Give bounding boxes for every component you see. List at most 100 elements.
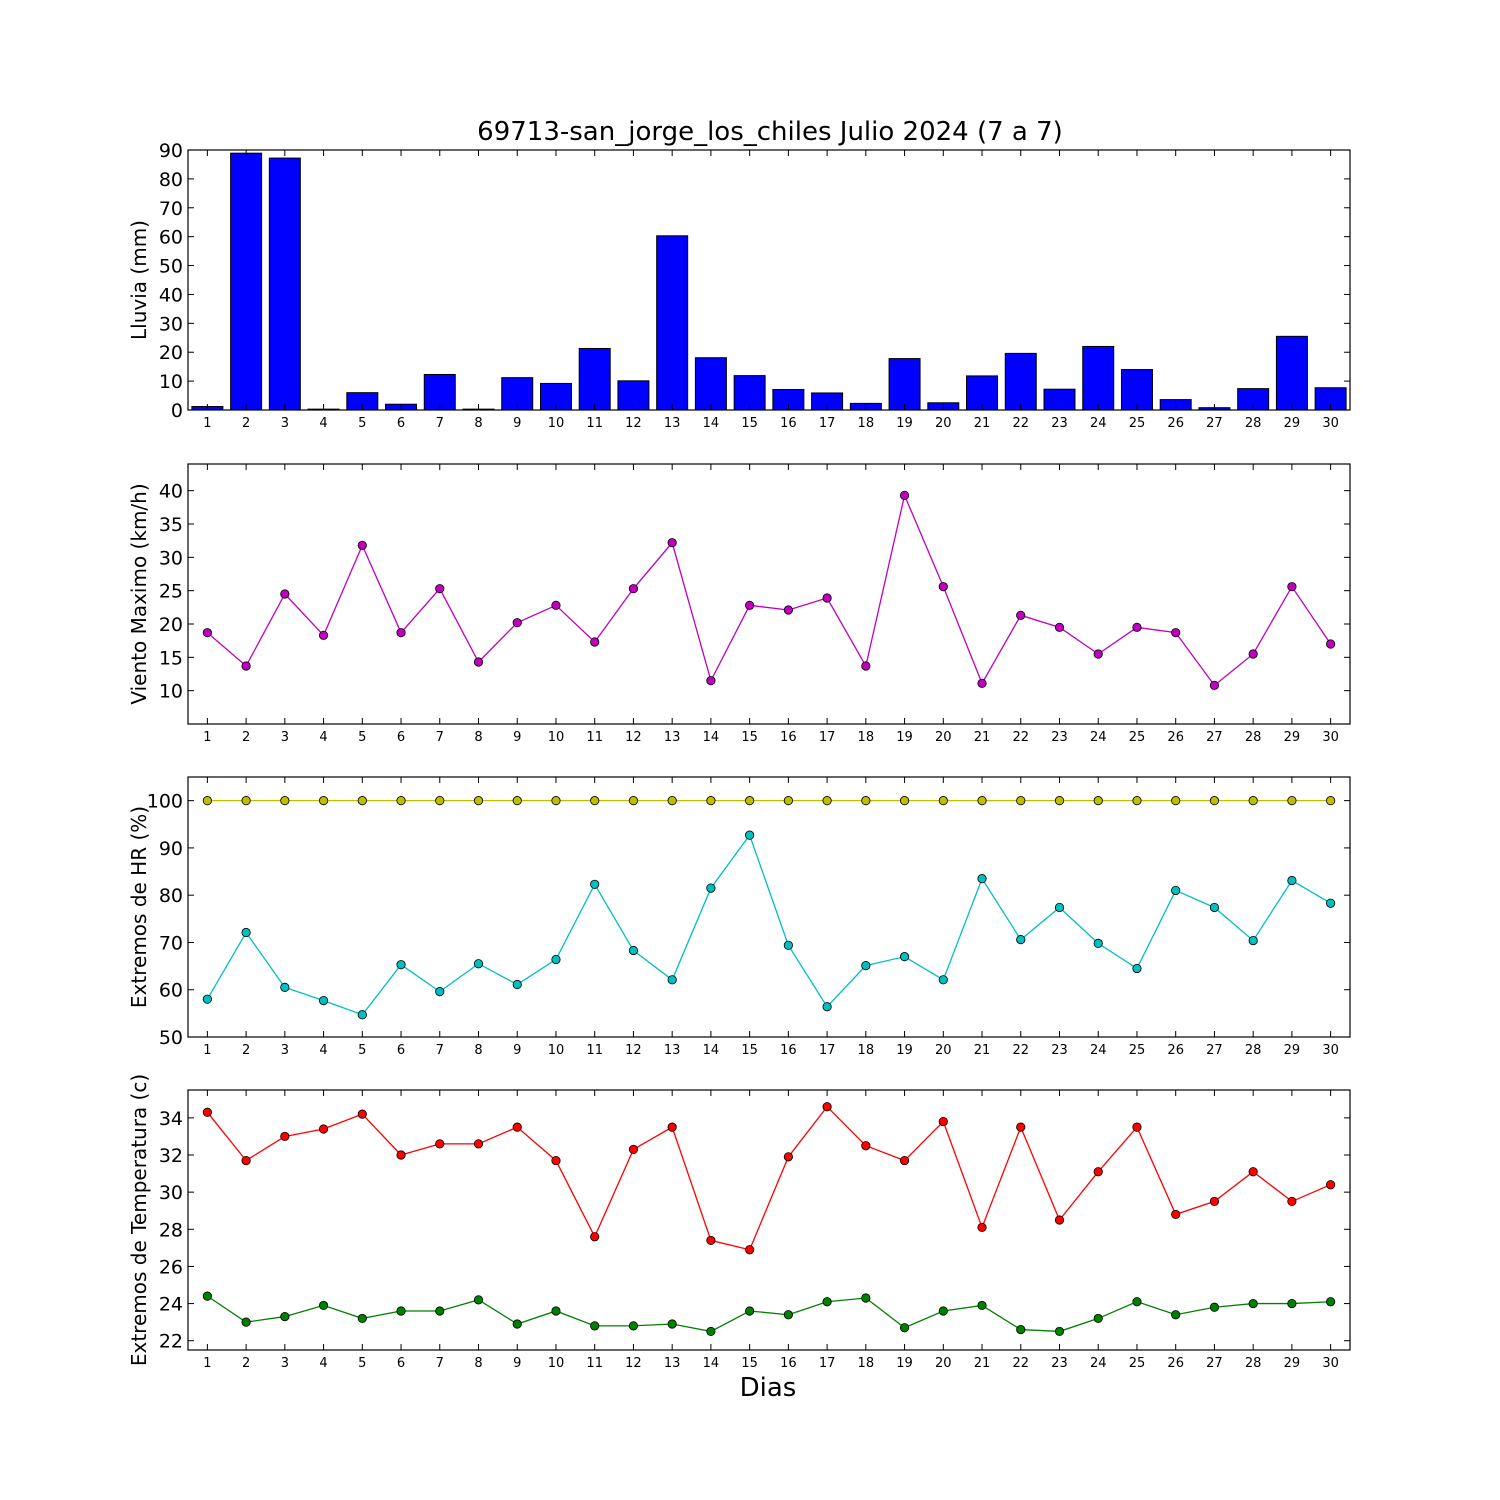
data-point (512, 1122, 522, 1132)
data-point (938, 1116, 948, 1127)
y-tick-label: 25 (159, 581, 183, 603)
x-tick-label: 21 (974, 730, 991, 745)
x-tick-label: 11 (586, 1043, 603, 1058)
data-point (1171, 885, 1181, 896)
data-point (396, 796, 406, 806)
x-tick-label: 9 (513, 1043, 521, 1058)
x-tick-label: 28 (1245, 1356, 1262, 1371)
data-point (1209, 1302, 1220, 1312)
data-point (822, 1297, 832, 1307)
x-tick-label: 25 (1129, 730, 1146, 745)
data-point (202, 994, 212, 1004)
x-tick-label: 17 (819, 416, 836, 431)
data-point (241, 927, 251, 938)
data-point (977, 678, 987, 688)
x-tick-label: 3 (281, 1356, 289, 1371)
x-tick-label: 27 (1206, 416, 1223, 431)
x-tick-label: 7 (436, 1043, 444, 1058)
data-point (202, 796, 212, 806)
plot-frame (187, 463, 1351, 725)
data-point (1171, 628, 1181, 638)
data-point (435, 987, 445, 997)
data-point (1287, 796, 1297, 806)
data-point (357, 796, 367, 806)
bar (578, 347, 611, 411)
data-point (551, 954, 561, 965)
x-tick-label: 6 (397, 1356, 405, 1371)
x-tick-label: 19 (896, 416, 913, 431)
data-point (551, 1155, 561, 1166)
data-point (899, 796, 910, 806)
y-tick-label: 30 (159, 313, 183, 335)
data-point (938, 1306, 948, 1316)
x-tick-label: 19 (896, 1043, 913, 1058)
data-point (977, 1300, 987, 1311)
x-tick-label: 15 (741, 416, 758, 431)
y-tick-label: 0 (171, 400, 183, 422)
data-point (1054, 796, 1065, 806)
x-tick-label: 16 (780, 730, 797, 745)
x-tick-label: 11 (586, 416, 603, 431)
data-point (977, 1222, 987, 1233)
data-point (1171, 1310, 1181, 1320)
data-point (1093, 938, 1103, 949)
x-tick-label: 14 (703, 1356, 720, 1371)
y-axis-label: Lluvia (mm) (127, 220, 151, 340)
data-point (202, 628, 212, 638)
data-point (1326, 1297, 1336, 1307)
data-point (1287, 582, 1297, 592)
bar (268, 157, 301, 411)
data-point (435, 1306, 445, 1316)
data-point (1016, 1324, 1026, 1335)
x-tick-label: 15 (741, 1043, 758, 1058)
data-point (1093, 1167, 1103, 1177)
x-tick-label: 24 (1090, 416, 1107, 431)
x-tick-label: 3 (281, 1043, 289, 1058)
x-tick-label: 18 (858, 1043, 875, 1058)
x-tick-label: 27 (1206, 1356, 1223, 1371)
data-point (899, 1323, 910, 1333)
x-tick-label: 22 (1012, 1043, 1029, 1058)
data-point (977, 874, 987, 884)
data-point (473, 796, 484, 806)
data-point (1326, 898, 1336, 908)
data-point (628, 1144, 639, 1155)
x-tick-label: 9 (513, 416, 521, 431)
data-point (861, 961, 871, 971)
data-point (783, 1152, 793, 1162)
data-point (241, 796, 251, 806)
data-point (590, 879, 600, 889)
x-tick-label: 11 (586, 730, 603, 745)
data-point (861, 661, 871, 671)
data-point (1326, 639, 1336, 649)
data-point (512, 1319, 522, 1329)
x-tick-label: 5 (358, 416, 366, 431)
data-point (745, 600, 755, 610)
x-tick-label: 22 (1012, 416, 1029, 431)
x-tick-label: 21 (974, 1356, 991, 1371)
x-tick-label: 5 (358, 730, 366, 745)
x-tick-label: 12 (625, 730, 642, 745)
y-tick-label: 22 (159, 1331, 183, 1353)
y-axis-label: Viento Maximo (km/h) (127, 483, 151, 704)
x-tick-label: 4 (319, 416, 327, 431)
data-point (1171, 796, 1181, 806)
data-point (1093, 1313, 1103, 1324)
x-tick-label: 18 (858, 1356, 875, 1371)
data-point (1054, 1215, 1065, 1225)
x-tick-label: 28 (1245, 416, 1262, 431)
x-tick-label: 22 (1012, 730, 1029, 745)
x-tick-label: 8 (474, 1043, 482, 1058)
data-point (1248, 649, 1258, 659)
data-point (1326, 1180, 1336, 1190)
y-tick-label: 35 (159, 514, 183, 536)
data-point (435, 796, 445, 806)
y-tick-label: 20 (159, 614, 183, 636)
data-point (706, 883, 716, 893)
y-tick-label: 10 (159, 681, 183, 703)
x-tick-label: 30 (1322, 730, 1339, 745)
data-point (667, 1122, 677, 1132)
data-point (396, 1306, 406, 1316)
data-point (396, 1150, 406, 1160)
